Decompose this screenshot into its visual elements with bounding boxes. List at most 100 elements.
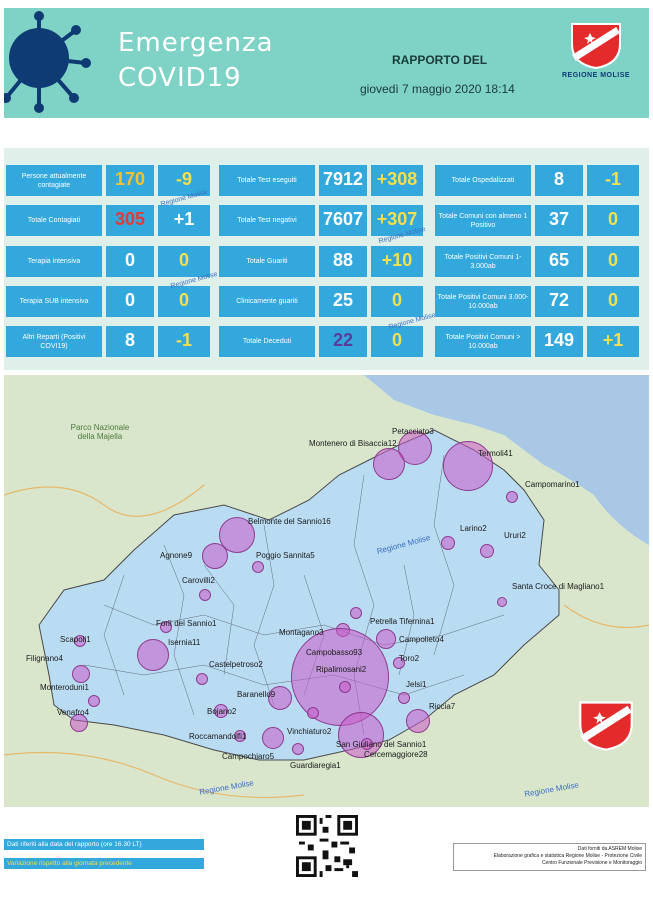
stat-delta-box: 0 (587, 205, 639, 236)
stat-delta-box: +10 (371, 246, 423, 277)
report-label: RAPPORTO DEL (392, 53, 488, 67)
town-label: Castelpetroso2 (209, 660, 263, 669)
stat-value-box: 170 (106, 165, 154, 196)
case-bubble (393, 657, 405, 669)
stat-delta-box: -1 (158, 326, 210, 357)
case-bubble (202, 543, 228, 569)
credits-box: Dati forniti da ASREM Molise Elaborazion… (453, 843, 646, 871)
stat-label-col3-4: Totale Positivi Comuni > 10.000ab (435, 326, 531, 357)
town-label: Ururi2 (504, 531, 526, 540)
page-title-line2: COVID19 (118, 63, 242, 93)
stat-label-text: Persone attualmente contagiate (21, 172, 87, 189)
town-label: San Giuliano del Sannio1 (336, 740, 427, 749)
stat-delta: 0 (391, 330, 402, 350)
stat-label-col3-1: Totale Comuni con almeno 1 Positivo (435, 205, 531, 236)
stat-delta: -9 (175, 169, 192, 189)
case-bubble (307, 707, 319, 719)
town-label: Forlì del Sannio1 (156, 619, 217, 628)
stat-value-box: 22 (319, 326, 367, 357)
stat-label-col1-4: Altri Reparti (Positivi COVI19) (6, 326, 102, 357)
case-bubble (338, 712, 384, 758)
stat-delta: 0 (391, 290, 402, 310)
report-datetime: giovedì 7 maggio 2020 18:14 (360, 82, 515, 96)
stat-delta-box: +1 (158, 205, 210, 236)
case-bubble (262, 727, 284, 749)
stat-label-col1-1: Totale Contagiati (6, 205, 102, 236)
town-label: Toro2 (399, 654, 420, 663)
case-bubble (398, 692, 410, 704)
stat-label-col2-3: Clinicamente guariti (219, 286, 315, 317)
credit-line-3: Centro Funzionale Previsione e Monitorag… (541, 860, 642, 866)
stat-delta-box: -1 (587, 165, 639, 196)
case-bubble (506, 491, 518, 503)
town-label: Petacciato3 (392, 427, 434, 436)
map-panel: Parco Nazionale della Majella Regione Mo… (4, 375, 649, 807)
town-label: Campolieto4 (399, 635, 444, 644)
stat-value-box: 8 (535, 165, 583, 196)
town-label: Santa Croce di Magliano1 (512, 582, 605, 591)
stat-delta: 0 (178, 290, 189, 310)
case-bubble (339, 681, 351, 693)
stat-delta-box: 0 (587, 246, 639, 277)
credit-line-1: Dati forniti da ASREM Molise (577, 846, 642, 852)
stat-label-col2-0: Totale Test eseguiti (219, 165, 315, 196)
credit-line-2: Elaborazione grafica e statistica Region… (493, 853, 642, 859)
town-label: Belmonte del Sannio16 (248, 517, 331, 526)
stat-label-text: Totale Guariti (246, 258, 288, 265)
stat-delta-box: 0 (371, 326, 423, 357)
stat-value: 25 (332, 290, 354, 310)
stat-value: 22 (332, 330, 354, 350)
stat-delta: +308 (376, 169, 418, 189)
town-label: Agnone9 (160, 551, 193, 560)
case-bubble (160, 621, 172, 633)
qr-code-icon (296, 815, 358, 877)
page-title-line1: Emergenza (118, 28, 274, 58)
stat-value: 8 (124, 330, 135, 350)
stat-delta: 0 (607, 290, 618, 310)
stat-value-box: 25 (319, 286, 367, 317)
case-bubble (268, 686, 292, 710)
town-label: Campomarino1 (525, 480, 580, 489)
stat-value: 65 (548, 250, 570, 270)
stat-label-text: Totale Contagiati (27, 217, 81, 224)
town-label: Guardiaregia1 (290, 761, 341, 770)
stat-value: 149 (543, 330, 575, 350)
stat-value-box: 72 (535, 286, 583, 317)
stat-delta: -1 (175, 330, 192, 350)
stat-label-text: Totale Ospedalizzati (451, 177, 515, 184)
stat-value-box: 0 (106, 286, 154, 317)
town-label: Isernia11 (168, 638, 201, 647)
case-bubble (70, 714, 88, 732)
stat-label-text: Totale Deceduti (242, 338, 292, 345)
map-background (4, 375, 649, 799)
stat-label-col3-2: Totale Positivi Comuni 1-3.000ab (435, 246, 531, 277)
stat-label-text: Altri Reparti (Positivi COVI19) (22, 333, 86, 350)
stat-label-col2-2: Totale Guariti (219, 246, 315, 277)
region-logo: REGIONE MOLISE (560, 20, 632, 90)
case-bubble (480, 544, 494, 558)
stat-label-col3-0: Totale Ospedalizzati (435, 165, 531, 196)
stat-delta-box: 0 (371, 286, 423, 317)
case-bubble (234, 730, 246, 742)
stat-label-text: Totale Comuni con almeno 1 Positivo (438, 212, 528, 229)
stat-label-text: Totale Positivi Comuni 1-3.000ab (444, 253, 522, 270)
case-bubble (137, 639, 169, 671)
case-bubble (443, 441, 493, 491)
case-bubble (88, 695, 100, 707)
case-bubble (214, 704, 228, 718)
town-label: Baranello9 (237, 690, 276, 699)
stat-value-box: 8 (106, 326, 154, 357)
stat-value-box: 305 (106, 205, 154, 236)
stat-label-text: Terapia intensiva (27, 258, 81, 265)
stat-value-box: 0 (106, 246, 154, 277)
stat-delta: +1 (602, 330, 624, 350)
stat-value: 0 (124, 290, 135, 310)
stat-label-text: Terapia SUB intensiva (19, 298, 89, 305)
stat-label-col1-0: Persone attualmente contagiate (6, 165, 102, 196)
case-bubble (291, 628, 389, 726)
virus-icon (4, 11, 91, 113)
stat-delta: +307 (376, 209, 418, 229)
stat-value: 170 (114, 169, 146, 189)
town-label: Jelsi1 (406, 680, 427, 689)
footer-note-variation: Variazione rispetto alla giornata preced… (4, 858, 204, 869)
